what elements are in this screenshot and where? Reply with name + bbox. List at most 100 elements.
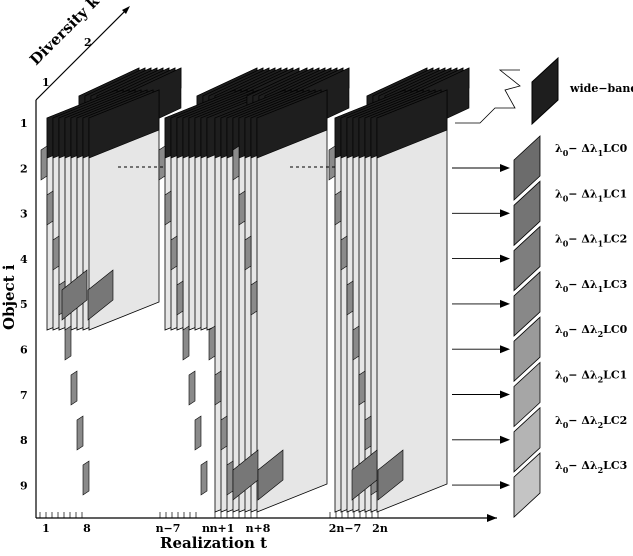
channel-label-part: − Δλ: [568, 142, 598, 155]
object1-slab: [376, 89, 448, 159]
channel-label-part: 1: [598, 239, 604, 249]
channel-block: [513, 135, 541, 201]
diversity-tick-label: 1: [42, 76, 50, 89]
object-tick-label: 8: [20, 434, 28, 447]
channel-label-part: LC0: [603, 142, 627, 155]
realization-tick-label: 8: [83, 522, 91, 535]
axes-group: 1 2 3 4 5 6 7 8 9 1 8 n−7 n n+1 n+8 2n−7 2n 1 2: [20, 6, 497, 535]
channel-label-part: λ: [555, 142, 563, 155]
object1-slab: [256, 89, 328, 159]
frame-stacks: [40, 67, 470, 513]
realization-tick-label: n: [202, 522, 210, 535]
channel-label-part: λ: [555, 278, 563, 291]
channel-label: λ0− Δλ2LC1: [555, 369, 627, 385]
object-tick-label: 4: [20, 253, 28, 266]
channel-label-part: LC1: [603, 187, 627, 200]
channel-tab: [328, 145, 336, 181]
channel-tab: [334, 190, 342, 226]
object1-slab: [88, 89, 160, 159]
channel-label-part: − Δλ: [568, 233, 598, 246]
channel-label-part: − Δλ: [568, 187, 598, 200]
channel-label-part: − Δλ: [568, 414, 598, 427]
channel-tab: [194, 415, 202, 451]
channel-label-part: − Δλ: [568, 323, 598, 336]
channel-label-part: 2: [598, 465, 604, 475]
channel-label: λ0− Δλ1LC0: [555, 142, 628, 158]
channel-label-part: 0: [563, 239, 569, 249]
channel-label-part: − Δλ: [568, 459, 598, 472]
channel-label: λ0− Δλ1LC1: [555, 187, 627, 203]
channel-tab: [182, 325, 190, 361]
channel-tab: [220, 415, 228, 451]
channel-label-part: 1: [598, 284, 604, 294]
realization-axis-arrowhead: [487, 514, 497, 522]
channel-label-part: LC1: [603, 369, 627, 382]
channel-tab: [76, 415, 84, 451]
realization-tick-label: 2n−7: [329, 522, 362, 535]
channel-diamond: [87, 269, 114, 321]
channel-arrowhead: [500, 209, 510, 218]
object-tick-label: 9: [20, 479, 28, 492]
channel-label-part: − Δλ: [568, 369, 598, 382]
channel-label-part: 2: [598, 375, 604, 385]
channel-label-part: λ: [555, 233, 563, 246]
diversity-tick-label: 2: [84, 36, 92, 49]
channel-tab: [82, 460, 90, 496]
channel-diamond: [61, 269, 88, 321]
channel-label-part: λ: [555, 414, 563, 427]
channel-label-part: 0: [563, 284, 569, 294]
channel-arrowhead: [500, 299, 510, 308]
channel-tab: [358, 370, 366, 406]
channel-label-part: 1: [598, 148, 604, 158]
realization-tick-label: n+1: [210, 522, 235, 535]
channel-block: [513, 361, 541, 428]
object-axis-label: Object i: [0, 264, 18, 330]
wideband-label: wide−band: [569, 82, 633, 95]
channel-tab: [208, 325, 216, 361]
channel-diamond: [257, 449, 284, 501]
channel-label-part: λ: [555, 459, 563, 472]
channel-tab: [40, 145, 48, 181]
channel-tab: [352, 325, 360, 361]
channel-label-part: LC2: [603, 233, 627, 246]
channel-tab: [70, 370, 78, 406]
object-tick-label: 3: [20, 208, 28, 221]
object-tick-label: 5: [20, 298, 28, 311]
channel-label: λ0− Δλ1LC3: [555, 278, 627, 294]
realization-tick-label: 2n: [372, 522, 388, 535]
channel-tab: [238, 190, 246, 226]
channel-tab: [226, 460, 234, 496]
channel-label-part: − Δλ: [568, 278, 598, 291]
object-tick-label: 1: [20, 117, 28, 130]
channel-tab: [164, 190, 172, 226]
channel-arrowhead: [500, 164, 510, 172]
realization-tick-label: n+8: [246, 522, 271, 535]
channel-tab: [200, 460, 208, 496]
wideband-connector: [455, 69, 521, 124]
channel-label-part: 2: [598, 420, 604, 430]
channel-tab: [170, 235, 178, 271]
channel-tab: [46, 190, 54, 226]
object-tick-label: 7: [20, 389, 28, 402]
channel-arrowhead: [500, 435, 510, 444]
channel-label-part: LC3: [603, 459, 627, 472]
channel-arrowhead: [500, 345, 510, 354]
object-tick-label: 6: [20, 344, 28, 357]
channel-tab: [214, 370, 222, 406]
channel-block: [513, 316, 541, 383]
frame-stack: [40, 67, 182, 496]
channel-tab: [188, 370, 196, 406]
channel-tab: [64, 325, 72, 361]
channel-diamond: [377, 449, 404, 501]
channel-arrowhead: [500, 390, 510, 399]
realization-axis-label: Realization t: [160, 534, 267, 551]
channel-block: [513, 180, 541, 247]
channel-label-part: 2: [598, 329, 604, 339]
realization-tick-label: 1: [42, 522, 50, 535]
channel-label-part: 0: [563, 193, 569, 203]
channel-block: [513, 225, 541, 292]
channel-tab: [232, 145, 240, 181]
